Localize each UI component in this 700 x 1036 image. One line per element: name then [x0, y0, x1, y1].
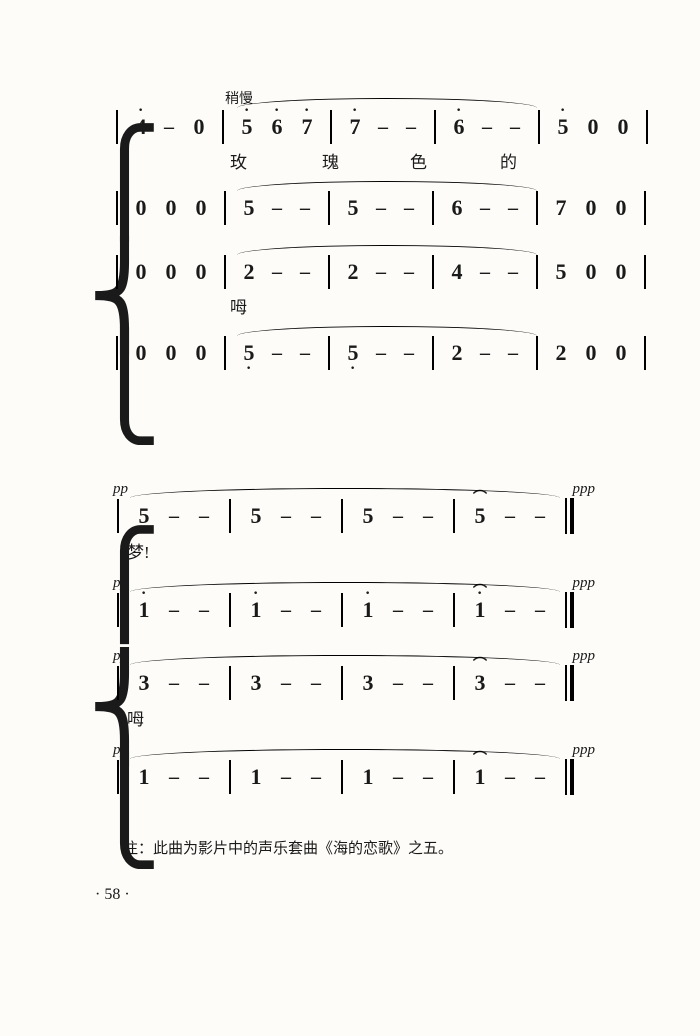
dynamic-ppp: ppp [573, 648, 596, 665]
note: 5 [473, 503, 487, 529]
final-barline [565, 592, 574, 628]
note: 5 [137, 503, 151, 529]
note: 3 [249, 670, 263, 696]
note: 5 [242, 340, 256, 366]
measure: 3 – – 3 – – 3 – – 3 – – [113, 665, 578, 701]
dynamic-ppp: ppp [573, 575, 596, 592]
note: 1 [137, 764, 151, 790]
final-barline [565, 759, 574, 795]
final-barline [565, 498, 574, 534]
note: 2 [242, 259, 256, 285]
note: 7 [554, 195, 568, 221]
voice-4-row: ⎩ 1 – – 1 – – 1 – – 1 – – [95, 759, 625, 795]
system-1: 稍慢 4 – 0 5 6 7 7 – – 6 – – [95, 110, 625, 370]
note: 1 [361, 597, 375, 623]
measure: 5 – – 5 – – 5 – – 5 – – [113, 498, 578, 534]
measure: 4 – 0 5 6 7 7 – – 6 – – 5 0 0 [113, 110, 651, 144]
page-number: · 58 · [95, 886, 625, 904]
final-barline [565, 665, 574, 701]
system-brace: ⎩ [87, 363, 162, 413]
note: 5 [346, 340, 360, 366]
lyric-row: 玫 瑰 色 的 [95, 148, 625, 173]
note: 5 [249, 503, 263, 529]
tie [237, 245, 537, 255]
note: 1 [473, 764, 487, 790]
voice-3-row: ⎨ 3 – – 3 – – 3 – – 3 – – [95, 665, 625, 701]
note: 1 [137, 597, 151, 623]
measure: 0 0 0 5 – – 5 – – 6 – – 7 0 0 [113, 191, 649, 225]
note: 5 [346, 195, 360, 221]
note: 6 [452, 114, 466, 140]
note: 5 [556, 114, 570, 140]
measure: 0 0 0 2 – – 2 – – 4 – – 5 0 0 [113, 255, 649, 289]
note: 3 [361, 670, 375, 696]
note: 2 [554, 340, 568, 366]
measure: 0 0 0 5 – – 5 – – 2 – – 2 0 0 [113, 336, 649, 370]
dynamic-ppp: ppp [573, 742, 596, 759]
dynamic-pp: pp [113, 481, 128, 498]
system-2: pp ppp 5 – – 5 – – 5 – – 5 – – [95, 481, 625, 795]
tie [237, 181, 537, 191]
voice-2-row: ⎧ 0 0 0 5 – – 5 – – 6 – – 7 0 [95, 191, 625, 225]
note: 3 [473, 670, 487, 696]
note: 2 [346, 259, 360, 285]
note: 4 [450, 259, 464, 285]
lyric-syllable: 玫 [230, 148, 322, 173]
note: 5 [554, 259, 568, 285]
note: 7 [300, 114, 314, 140]
voice-4-row: ⎩ 0 0 0 5 – – 5 – – 2 – – 2 0 [95, 336, 625, 370]
lyric-syllable: 呣 [230, 293, 247, 318]
footnote: 注：此曲为影片中的声乐套曲《海的恋歌》之五。 [123, 837, 625, 858]
measure: 1 – – 1 – – 1 – – 1 – – [113, 759, 578, 795]
note: 5 [361, 503, 375, 529]
voice-1-row: 5 – – 5 – – 5 – – 5 – – [95, 498, 625, 534]
lyric-syllable: 色 [410, 148, 500, 173]
measure: 1 – – 1 – – 1 – – 1 – – [113, 592, 578, 628]
note: 1 [249, 597, 263, 623]
voice-3-row: ⎨ 0 0 0 2 – – 2 – – 4 – – 5 0 [95, 255, 625, 289]
lyric-row: 呣 [95, 293, 625, 318]
tie [237, 326, 537, 336]
voice-2-row: ⎧ 1 – – 1 – – 1 – – 1 – – [95, 592, 625, 628]
note: 5 [242, 195, 256, 221]
lyric-row: 梦! [95, 538, 625, 563]
lyric-syllable: 瑰 [322, 148, 410, 173]
note: 0 [192, 114, 206, 140]
rest-dash: – [164, 116, 176, 139]
tie [237, 98, 537, 108]
lyric-row: 呣 [95, 705, 625, 730]
voice-1-row: 4 – 0 5 6 7 7 – – 6 – – 5 0 0 [95, 110, 625, 144]
note: 1 [249, 764, 263, 790]
note: 1 [361, 764, 375, 790]
page-content: 稍慢 4 – 0 5 6 7 7 – – 6 – – [0, 0, 700, 944]
note: 3 [137, 670, 151, 696]
dynamic-ppp: ppp [573, 481, 596, 498]
note: 1 [473, 597, 487, 623]
note: 6 [450, 195, 464, 221]
lyric-syllable: 的 [500, 148, 517, 173]
note: 6 [270, 114, 284, 140]
note: 7 [348, 114, 362, 140]
note: 2 [450, 340, 464, 366]
note: 5 [240, 114, 254, 140]
